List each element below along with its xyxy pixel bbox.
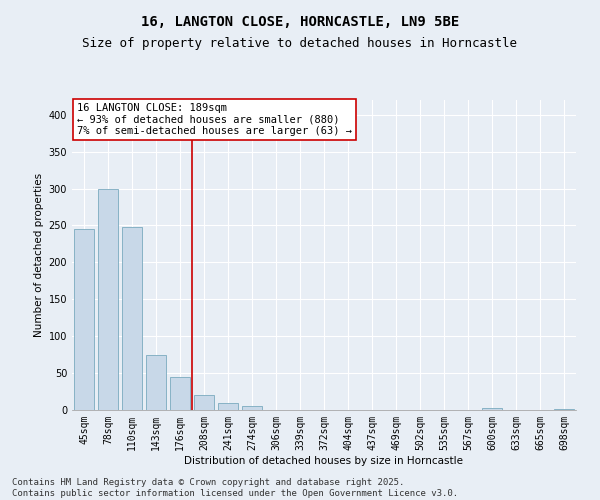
Y-axis label: Number of detached properties: Number of detached properties <box>34 173 44 337</box>
Bar <box>122 227 142 410</box>
Bar <box>218 404 238 410</box>
Bar <box>146 354 166 410</box>
Bar <box>554 408 574 410</box>
Bar <box>242 406 262 410</box>
Bar <box>170 377 190 410</box>
Bar <box>74 229 94 410</box>
Text: 16, LANGTON CLOSE, HORNCASTLE, LN9 5BE: 16, LANGTON CLOSE, HORNCASTLE, LN9 5BE <box>141 15 459 29</box>
Bar <box>482 408 502 410</box>
X-axis label: Distribution of detached houses by size in Horncastle: Distribution of detached houses by size … <box>185 456 464 466</box>
Bar <box>194 395 214 410</box>
Text: Contains HM Land Registry data © Crown copyright and database right 2025.
Contai: Contains HM Land Registry data © Crown c… <box>12 478 458 498</box>
Bar <box>98 188 118 410</box>
Text: 16 LANGTON CLOSE: 189sqm
← 93% of detached houses are smaller (880)
7% of semi-d: 16 LANGTON CLOSE: 189sqm ← 93% of detach… <box>77 103 352 136</box>
Text: Size of property relative to detached houses in Horncastle: Size of property relative to detached ho… <box>83 38 517 51</box>
